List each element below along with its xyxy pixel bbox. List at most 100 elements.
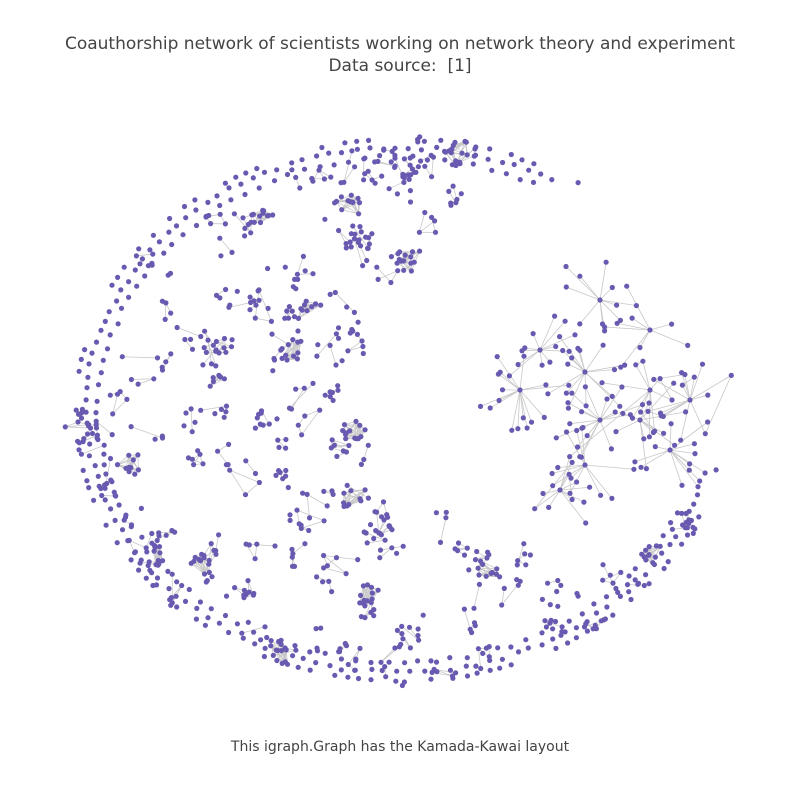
network-node[interactable] <box>671 380 677 386</box>
network-node[interactable] <box>229 249 235 255</box>
network-node[interactable] <box>316 167 322 173</box>
network-node[interactable] <box>429 214 435 220</box>
network-node[interactable] <box>179 582 185 589</box>
network-node[interactable] <box>186 586 192 593</box>
network-node[interactable] <box>302 268 308 274</box>
network-node[interactable] <box>413 169 419 175</box>
network-node[interactable] <box>443 515 449 521</box>
network-node[interactable] <box>163 359 169 365</box>
network-node[interactable] <box>494 566 500 572</box>
network-node[interactable] <box>86 485 92 491</box>
network-node[interactable] <box>471 153 477 159</box>
network-node[interactable] <box>283 445 289 451</box>
network-node[interactable] <box>321 565 327 571</box>
network-node[interactable] <box>123 512 129 518</box>
network-node[interactable] <box>154 575 161 581</box>
network-node[interactable] <box>205 199 211 205</box>
network-node[interactable] <box>472 557 479 563</box>
network-node[interactable] <box>531 161 537 167</box>
network-node[interactable] <box>555 577 561 584</box>
network-node[interactable] <box>284 171 291 178</box>
network-node[interactable] <box>295 315 302 321</box>
network-node[interactable] <box>109 479 115 485</box>
network-node[interactable] <box>250 592 256 598</box>
network-node[interactable] <box>223 593 230 599</box>
network-node[interactable] <box>343 245 349 251</box>
network-node[interactable] <box>545 580 551 586</box>
network-node[interactable] <box>393 678 399 684</box>
network-node[interactable] <box>273 472 279 478</box>
network-node[interactable] <box>566 382 572 388</box>
network-node[interactable] <box>553 645 559 652</box>
network-node[interactable] <box>443 509 449 515</box>
network-node[interactable] <box>683 519 689 525</box>
network-node[interactable] <box>388 159 394 165</box>
network-node[interactable] <box>126 469 132 475</box>
network-node[interactable] <box>98 327 104 333</box>
network-node[interactable] <box>232 585 238 591</box>
network-node[interactable] <box>307 649 313 655</box>
network-node[interactable] <box>114 462 121 468</box>
network-node[interactable] <box>415 632 421 639</box>
network-node[interactable] <box>166 586 172 592</box>
network-node[interactable] <box>338 150 345 156</box>
network-node[interactable] <box>348 231 354 237</box>
network-node[interactable] <box>632 566 638 572</box>
network-node[interactable] <box>432 218 438 224</box>
network-node[interactable] <box>335 383 341 389</box>
network-node[interactable] <box>651 376 657 382</box>
network-node[interactable] <box>109 282 115 288</box>
network-node[interactable] <box>399 631 405 637</box>
network-node[interactable] <box>169 571 175 577</box>
network-node[interactable] <box>307 667 313 673</box>
network-node[interactable] <box>284 661 291 667</box>
network-node[interactable] <box>317 407 323 413</box>
network-node[interactable] <box>496 397 502 404</box>
network-node[interactable] <box>471 605 477 611</box>
network-node[interactable] <box>618 364 624 370</box>
network-node[interactable] <box>168 310 174 316</box>
network-node[interactable] <box>600 577 606 583</box>
network-node[interactable] <box>269 331 275 337</box>
network-node[interactable] <box>359 338 365 344</box>
network-node[interactable] <box>356 211 362 217</box>
network-node[interactable] <box>191 558 197 564</box>
network-node[interactable] <box>629 315 635 321</box>
network-node[interactable] <box>692 526 698 532</box>
network-node[interactable] <box>343 436 349 442</box>
network-node[interactable] <box>84 385 90 391</box>
network-node[interactable] <box>206 557 212 564</box>
network-node[interactable] <box>326 150 332 156</box>
network-node[interactable] <box>405 172 411 178</box>
network-node[interactable] <box>678 437 684 443</box>
network-node[interactable] <box>342 640 348 647</box>
network-node[interactable] <box>530 179 537 185</box>
network-node[interactable] <box>101 462 107 468</box>
network-node[interactable] <box>553 435 559 441</box>
network-node[interactable] <box>242 225 248 231</box>
network-node[interactable] <box>713 467 719 473</box>
network-node[interactable] <box>672 442 678 448</box>
network-node[interactable] <box>660 533 666 539</box>
network-node[interactable] <box>341 422 348 428</box>
network-node[interactable] <box>375 276 381 282</box>
network-node[interactable] <box>246 589 252 595</box>
network-node[interactable] <box>569 459 575 465</box>
network-node[interactable] <box>205 337 211 343</box>
network-node[interactable] <box>382 537 388 543</box>
network-node[interactable] <box>288 406 295 412</box>
network-node[interactable] <box>76 447 82 453</box>
network-node[interactable] <box>669 397 675 403</box>
network-node[interactable] <box>428 658 434 664</box>
network-node[interactable] <box>493 571 499 577</box>
network-node[interactable] <box>310 380 316 386</box>
network-node[interactable] <box>559 624 565 630</box>
network-node[interactable] <box>569 355 575 361</box>
network-node[interactable] <box>575 593 581 599</box>
network-node[interactable] <box>386 659 392 665</box>
network-node[interactable] <box>503 171 509 177</box>
network-node[interactable] <box>274 416 280 422</box>
network-node[interactable] <box>657 543 663 549</box>
network-node[interactable] <box>270 368 276 374</box>
network-node[interactable] <box>289 160 295 166</box>
